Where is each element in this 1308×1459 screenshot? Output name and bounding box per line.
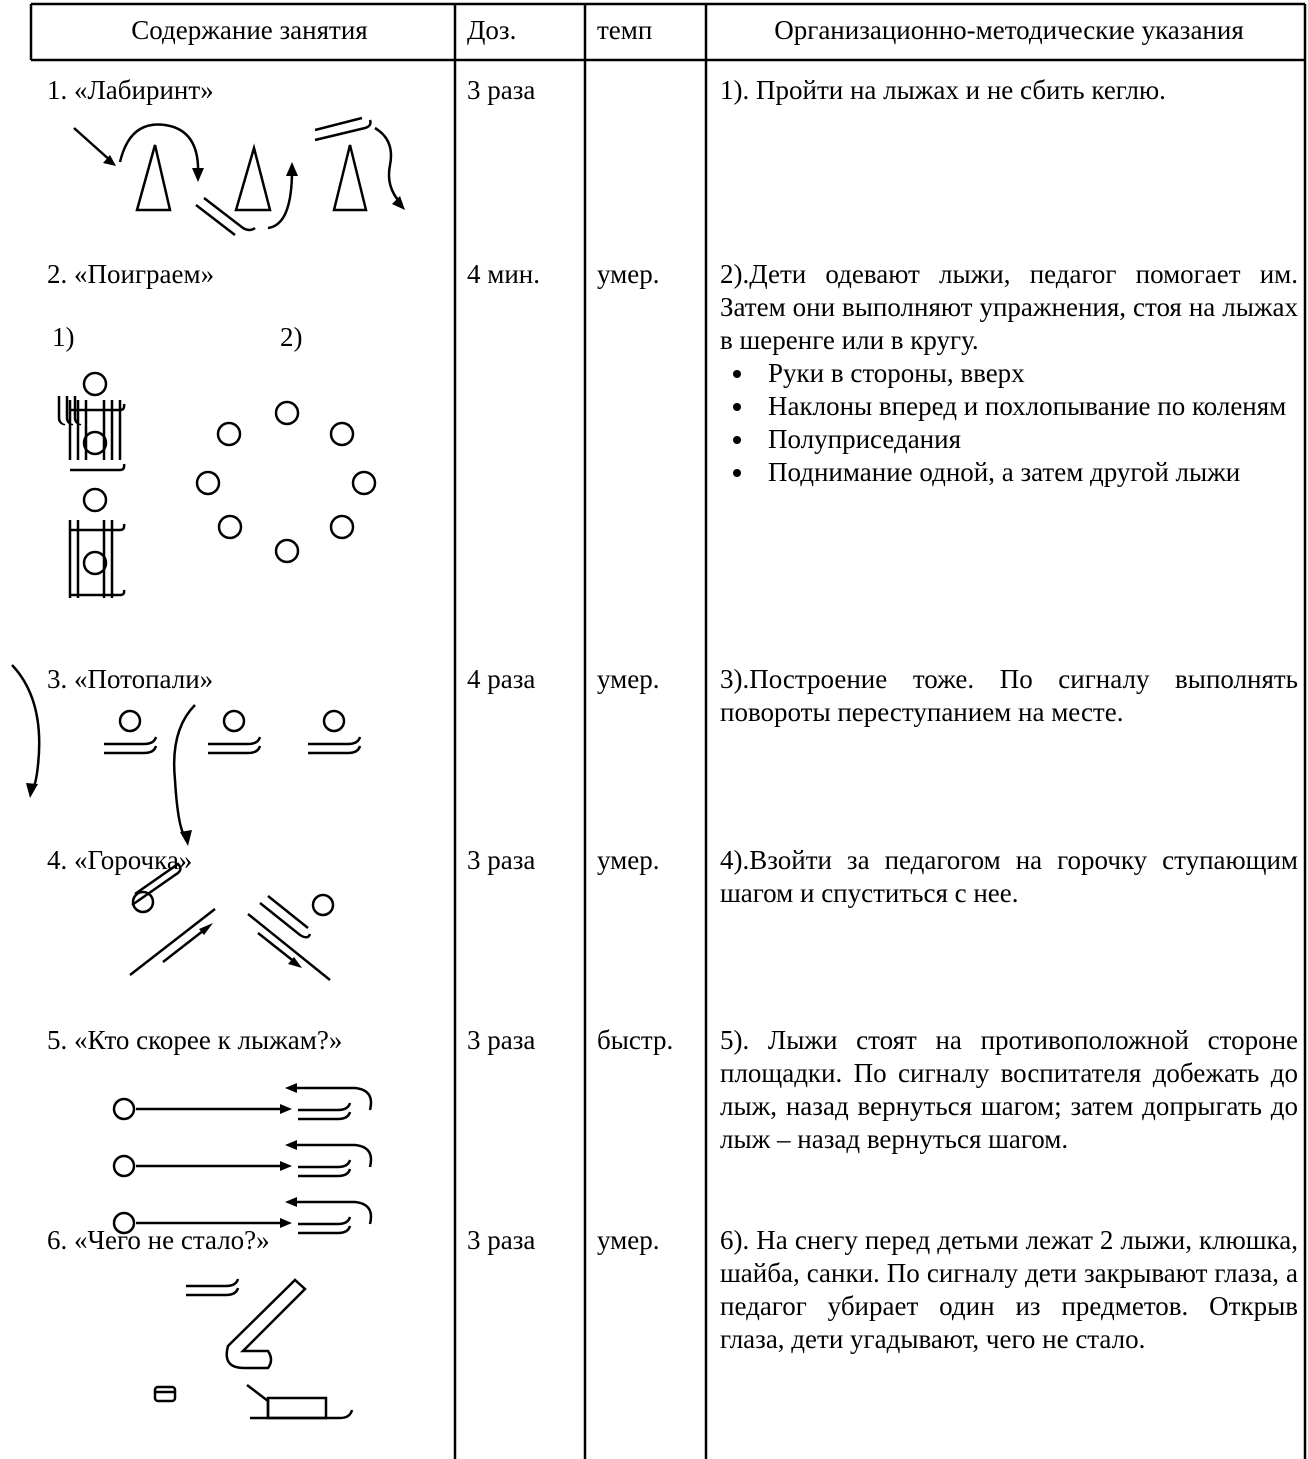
dose: 3 раза	[467, 1225, 536, 1255]
tempo: умер.	[597, 1225, 660, 1255]
header-cell: Доз.	[467, 15, 517, 45]
header-cell: Содержание занятия	[131, 15, 368, 45]
diagram-stomp	[11, 664, 362, 846]
instruction-text: 1). Пройти на лыжах и не сбить кеглю.	[720, 75, 1166, 105]
tempo: умер.	[597, 259, 660, 289]
bullet-dot	[733, 403, 741, 411]
activity-name: 1. «Лабиринт»	[47, 75, 214, 105]
dose: 3 раза	[467, 1025, 536, 1055]
bullet-text: Руки в стороны, вверх	[768, 358, 1025, 388]
activity-name: 6. «Чего не стало?»	[47, 1225, 270, 1255]
activity-name: 2. «Поиграем»	[47, 259, 215, 289]
dose: 4 мин.	[467, 259, 540, 289]
header-cell: темп	[597, 15, 653, 45]
dose: 4 раза	[467, 664, 536, 694]
bullet-text: Поднимание одной, а затем другой лыжи	[768, 457, 1241, 487]
bullet-dot	[733, 436, 741, 444]
instruction-text: 6). На снегу перед детьми лежат 2 лыжи, …	[720, 1225, 1298, 1354]
bullet-dot	[733, 370, 741, 378]
tempo: умер.	[597, 845, 660, 875]
tempo: быстр.	[597, 1025, 674, 1055]
instruction-text: 3).Построение тоже. По сигналу выполнять…	[720, 664, 1298, 727]
dose: 3 раза	[467, 845, 536, 875]
diagram-race	[112, 1083, 373, 1235]
diagram-label: 1)	[52, 322, 75, 352]
activity-name: 3. «Потопали»	[47, 664, 214, 694]
bullet-text: Наклоны вперед и похлопывание по коленям	[768, 391, 1287, 421]
tempo: умер.	[597, 664, 660, 694]
instruction-text: 2).Дети одевают лыжи, педагог помогает и…	[720, 259, 1298, 355]
diagram-play	[57, 371, 377, 598]
header-cell: Организационно-методические указания	[774, 15, 1244, 45]
diagram-hill	[129, 862, 335, 981]
activity-name: 4. «Горочка»	[47, 845, 193, 875]
bullet-text: Полуприседания	[768, 424, 961, 454]
dose: 3 раза	[467, 75, 536, 105]
bullet-dot	[733, 469, 741, 477]
diagram-missing	[153, 1277, 354, 1420]
table-lines	[29, 2, 1307, 1459]
activity-name: 5. «Кто скорее к лыжам?»	[47, 1025, 343, 1055]
diagram-label: 2)	[280, 322, 303, 352]
instruction-text: 5). Лыжи стоят на противоположной сторон…	[720, 1025, 1298, 1154]
diagram-labyrinth	[73, 116, 405, 236]
instruction-text: 4).Взойти за педагогом на горочку ступаю…	[720, 845, 1298, 908]
